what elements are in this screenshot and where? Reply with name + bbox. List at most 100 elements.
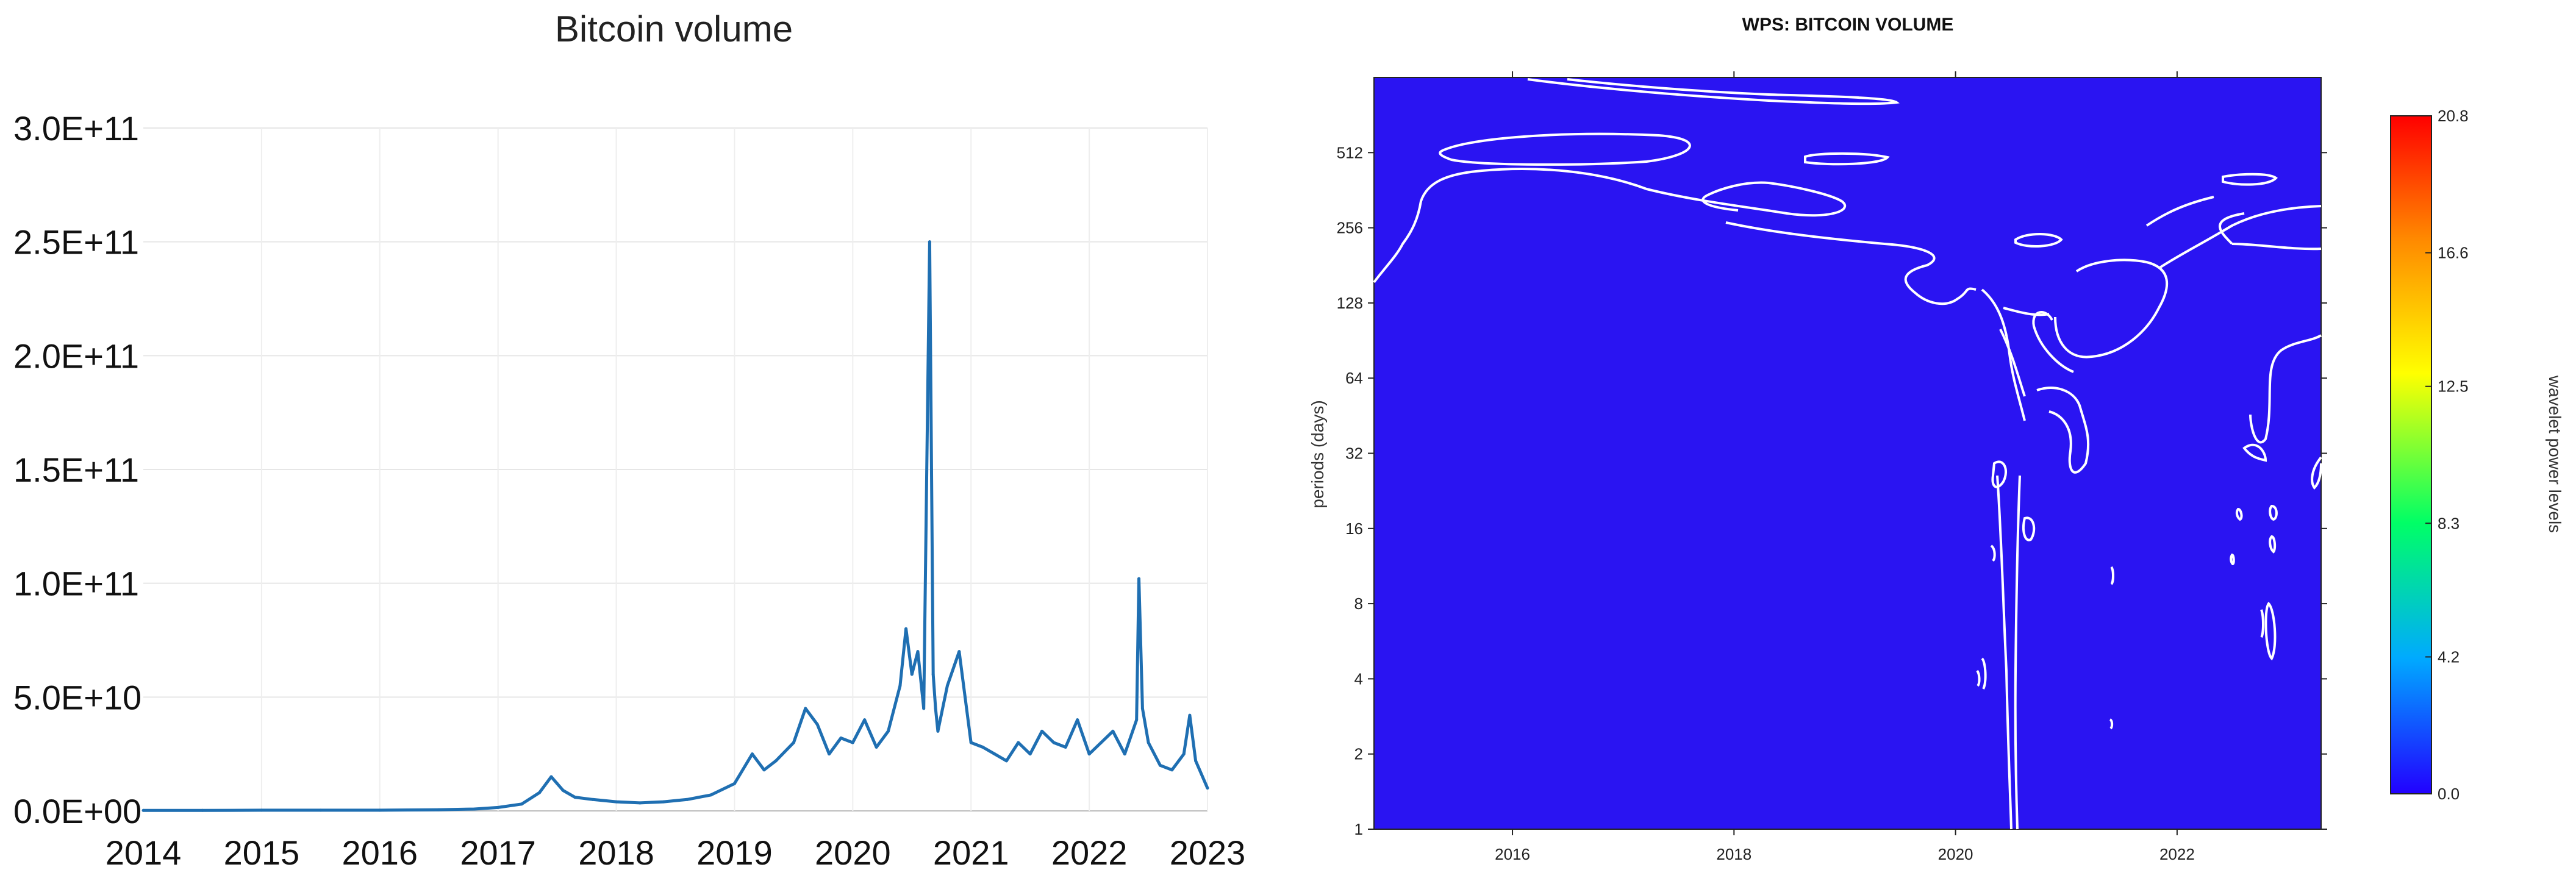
data-point — [792, 741, 795, 744]
data-point — [1017, 741, 1020, 744]
data-point — [1040, 729, 1044, 733]
data-point — [615, 800, 618, 804]
data-point — [538, 791, 542, 794]
y-tick-label: 1.5E+11 — [13, 451, 139, 489]
data-point — [1137, 577, 1141, 580]
data-point — [1052, 741, 1056, 744]
contour-line — [2311, 456, 2322, 490]
right-chart-title: WPS: BITCOIN VOLUME — [1742, 15, 1954, 35]
x-tick-label: 2020 — [1938, 845, 1973, 863]
x-tick-label: 2023 — [1170, 833, 1246, 872]
contour-line — [1991, 460, 2007, 488]
data-point — [1111, 729, 1115, 733]
data-point — [863, 718, 867, 722]
data-point — [931, 672, 935, 676]
colorbar-tick-label: 16.6 — [2438, 244, 2469, 262]
data-point — [378, 808, 382, 812]
data-point — [981, 745, 985, 749]
colorbar-tick-label: 20.8 — [2438, 107, 2469, 125]
y-tick-label: 32 — [1345, 444, 1363, 463]
x-tick-label: 2019 — [696, 833, 773, 872]
data-point — [828, 752, 831, 756]
contour-line — [1804, 152, 1890, 166]
data-point — [556, 782, 559, 785]
colorbar-tick-labels: 0.0 4.2 8.3 12.5 16.6 20.8 — [2425, 107, 2469, 803]
x-tick-label: 2017 — [460, 833, 536, 872]
y-tick-label: 4 — [1354, 669, 1363, 688]
data-point — [774, 759, 778, 763]
x-tick-label: 2016 — [1495, 845, 1530, 863]
series-line — [143, 240, 1209, 812]
contour-line — [2036, 387, 2090, 474]
data-point — [910, 672, 914, 676]
x-tick-label: 2018 — [1716, 845, 1751, 863]
data-point — [804, 707, 807, 710]
contour-line — [2014, 475, 2021, 830]
contour-line — [2260, 609, 2264, 638]
data-point — [934, 707, 937, 710]
data-point — [638, 801, 642, 805]
x-tick-label: 2022 — [1051, 833, 1128, 872]
data-point — [520, 802, 523, 806]
data-point — [1087, 752, 1091, 756]
y-tick-label: 3.0E+11 — [13, 109, 139, 148]
contour-line — [2003, 307, 2050, 316]
x-tick-label: 2020 — [815, 833, 891, 872]
data-point — [573, 796, 577, 799]
wps-significance-contours — [1373, 78, 2322, 830]
contour-line — [1725, 221, 1977, 305]
data-point — [928, 240, 931, 244]
contour-line — [1976, 669, 1981, 687]
contour-line — [2269, 504, 2278, 521]
y-tick-label: 1.0E+11 — [13, 565, 139, 603]
data-point — [1140, 707, 1144, 710]
data-point — [751, 752, 754, 756]
x-tick-label: 2015 — [224, 833, 300, 872]
data-point — [1188, 713, 1192, 717]
data-point — [1182, 752, 1186, 756]
data-point — [1100, 741, 1103, 744]
contour-line — [1981, 657, 1987, 690]
y-tick-label: 256 — [1337, 219, 1363, 237]
y-tick-label: 1 — [1354, 820, 1363, 838]
x-tick-label: 2018 — [578, 833, 654, 872]
y-tick-label: 2.0E+11 — [13, 337, 139, 375]
data-point — [1135, 718, 1139, 722]
contour-line — [2249, 334, 2322, 444]
data-point — [561, 788, 565, 792]
colorbar-tick-label: 4.2 — [2438, 647, 2460, 666]
contour-line — [2022, 516, 2036, 541]
data-point — [1206, 786, 1209, 790]
colorbar-tick-label: 0.0 — [2438, 785, 2460, 803]
contour-line — [1527, 78, 1900, 105]
data-point — [1123, 752, 1126, 756]
data-point — [887, 729, 890, 733]
data-point — [957, 650, 961, 654]
y-tick-label: 16 — [1345, 519, 1363, 538]
contour-line — [1990, 544, 1996, 562]
data-point — [762, 768, 766, 772]
data-point — [936, 729, 940, 733]
colorbar — [2390, 115, 2432, 794]
colorbar-label: wavelet power levels — [2546, 375, 2564, 533]
data-point — [839, 737, 843, 740]
data-point — [1194, 759, 1198, 763]
data-point — [815, 722, 819, 726]
data-point — [473, 807, 476, 811]
contour-line — [1981, 288, 2026, 421]
data-point — [851, 741, 854, 744]
wps-y-axis-label: periods (days) — [1308, 400, 1327, 508]
left-chart-title: Bitcoin volume — [555, 9, 793, 49]
contour-line — [2242, 443, 2267, 462]
contour-line — [2109, 718, 2114, 730]
x-tick-label: 2022 — [2159, 845, 2195, 863]
data-point — [437, 808, 441, 811]
contour-line — [2269, 535, 2277, 554]
data-point — [260, 808, 263, 812]
contour-line — [2264, 601, 2277, 661]
y-tick-label: 8 — [1354, 594, 1363, 613]
data-point — [1158, 763, 1162, 767]
contour-line — [2235, 507, 2243, 521]
data-point — [709, 793, 713, 797]
left-chart-y-tick-labels: 0.0E+00 5.0E+10 1.0E+11 1.5E+11 2.0E+11 2.5E+… — [13, 109, 141, 830]
